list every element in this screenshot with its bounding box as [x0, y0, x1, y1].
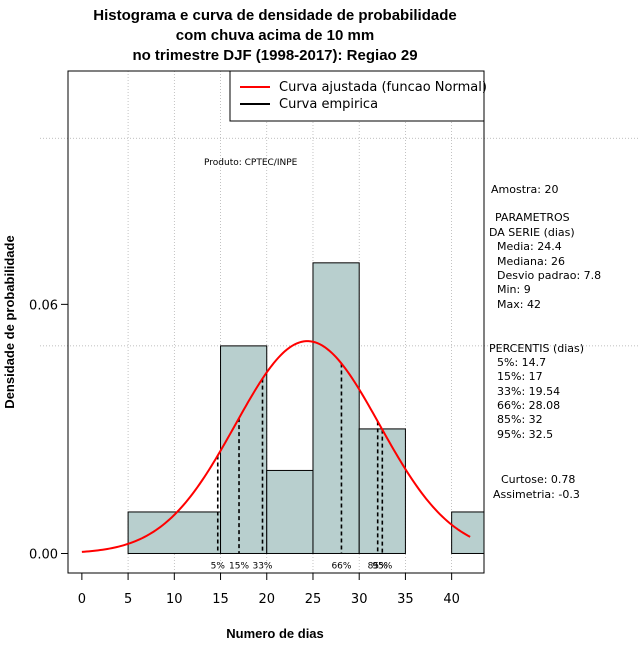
normal-curve-line [81, 340, 471, 553]
percentile-5: 5%: 14.7 [497, 356, 546, 369]
percentile-label: 33% [252, 561, 272, 571]
percentile-85: 85%: 32 [497, 413, 543, 426]
histogram-bars [127, 262, 485, 554]
x-tick-label: 30 [351, 592, 368, 607]
y-axis: 0.00 0.06 [29, 298, 68, 562]
percentile-label: 5% [211, 561, 226, 571]
histogram-bar [127, 511, 222, 554]
skewness: Assimetria: -0.3 [493, 488, 580, 501]
percentile-label: 66% [331, 561, 351, 571]
x-axis: 0 5 10 15 20 25 30 35 40 [78, 573, 460, 607]
x-tick-label: 20 [258, 592, 275, 607]
histogram-bar [451, 511, 485, 554]
x-tick-label: 0 [78, 592, 86, 607]
histogram-bar [220, 345, 268, 554]
legend-empirical-label: Curva empirica [279, 97, 378, 112]
kurtosis: Curtose: 0.78 [501, 473, 575, 486]
chart-title-line-1: Histograma e curva de densidade de proba… [93, 7, 456, 24]
param-sd: Desvio padrao: 7.8 [497, 269, 601, 282]
percentile-label: 95% [372, 561, 392, 571]
legend-box [229, 70, 485, 122]
side-panel: Amostra: 20 PARAMETROS DA SERIE (dias) M… [489, 183, 601, 501]
y-axis-label: Densidade de probabilidade [2, 235, 17, 408]
legend-normal-label: Curva ajustada (funcao Normal) [279, 80, 487, 95]
product-annotation: Produto: CPTEC/INPE [204, 158, 298, 168]
x-axis-label: Numero de dias [226, 626, 324, 641]
params-title: PARAMETROS [495, 211, 570, 224]
percentile-label: 85% [368, 561, 388, 571]
y-tick-label: 0.00 [29, 547, 58, 562]
x-tick-label: 40 [443, 592, 460, 607]
param-max: Max: 42 [497, 298, 541, 311]
x-tick-label: 15 [212, 592, 229, 607]
percentile-lines: 5% 15% 33% 66% 85%95% [211, 363, 393, 571]
percentile-95: 95%: 32.5 [497, 428, 553, 441]
percentile-15: 15%: 17 [497, 370, 543, 383]
params-subtitle: DA SERIE (dias) [489, 226, 575, 239]
percentile-33: 33%: 19.54 [497, 385, 560, 398]
histogram-bar [266, 469, 314, 554]
x-tick-label: 35 [397, 592, 414, 607]
histogram-bar [312, 262, 360, 554]
legend: Curva ajustada (funcao Normal) Curva emp… [229, 70, 487, 122]
percentiles-title: PERCENTIS (dias) [489, 342, 584, 355]
percentile-66: 66%: 28.08 [497, 399, 560, 412]
sample-size: Amostra: 20 [491, 183, 558, 196]
percentile-label: 15% [229, 561, 249, 571]
y-tick-label: 0.06 [29, 298, 58, 313]
x-tick-label: 5 [124, 592, 132, 607]
chart-title-line-2: com chuva acima de 10 mm [176, 27, 374, 44]
param-mean: Media: 24.4 [497, 240, 562, 253]
chart-title-line-3: no trimestre DJF (1998-2017): Regiao 29 [132, 47, 417, 64]
param-median: Mediana: 26 [497, 255, 565, 268]
x-tick-label: 25 [305, 592, 322, 607]
x-tick-label: 10 [166, 592, 183, 607]
param-min: Min: 9 [497, 283, 531, 296]
